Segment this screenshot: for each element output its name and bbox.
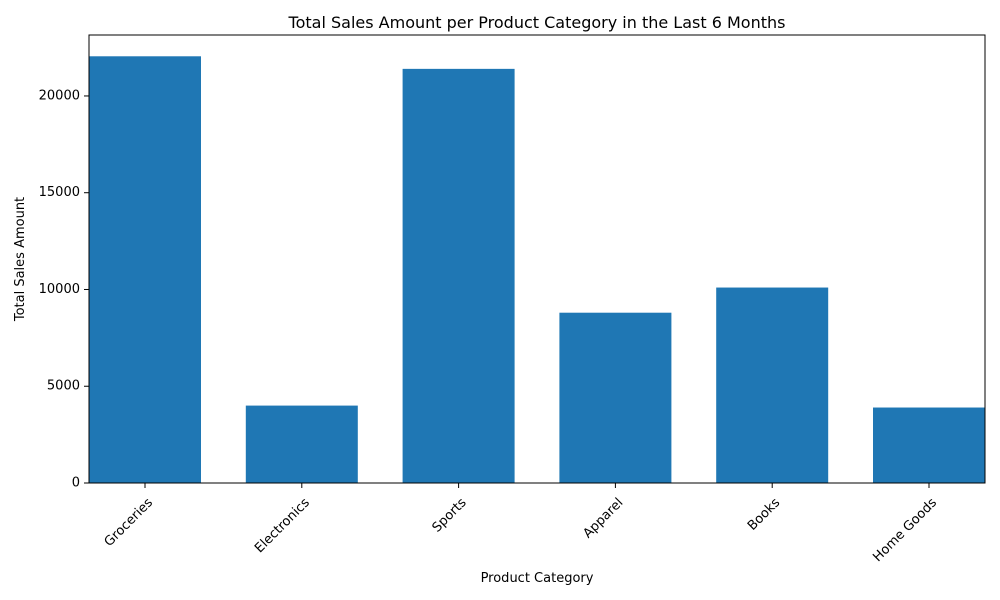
bar-groceries <box>89 56 201 483</box>
chart-title: Total Sales Amount per Product Category … <box>288 13 786 32</box>
bar-home-goods <box>873 408 985 483</box>
bar-books <box>716 288 828 483</box>
y-tick-label: 5000 <box>47 379 80 394</box>
bar-electronics <box>246 406 358 483</box>
x-axis-label: Product Category <box>481 571 594 586</box>
y-tick-label: 15000 <box>39 185 80 200</box>
y-tick-label: 0 <box>72 476 80 491</box>
bar-sports <box>403 69 515 483</box>
y-tick-label: 10000 <box>39 282 80 297</box>
y-axis-label: Total Sales Amount <box>13 197 28 322</box>
y-tick-label: 20000 <box>39 88 80 103</box>
bar-apparel <box>559 313 671 483</box>
